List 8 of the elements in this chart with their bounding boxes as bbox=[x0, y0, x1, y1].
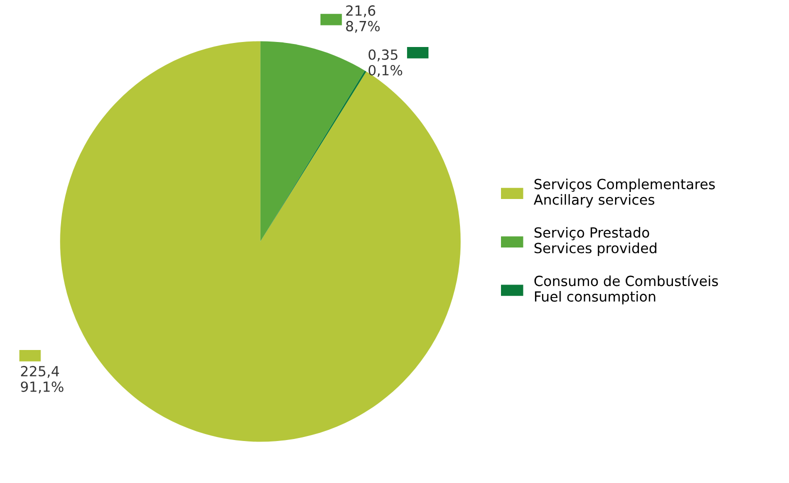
data-label: 225,4 91,1% bbox=[20, 366, 64, 394]
pie-slice bbox=[260, 70, 366, 242]
legend-label: Serviços Complementares Ancillary services bbox=[534, 178, 715, 208]
legend-label: Serviço Prestado Services provided bbox=[534, 227, 656, 256]
legend-label: Consumo de Combustíveis Fuel consumption bbox=[534, 274, 718, 304]
data-label: 21,6 8,7% bbox=[346, 5, 380, 33]
pie-slice bbox=[260, 41, 365, 242]
data-label: 0,35 0,1% bbox=[368, 49, 402, 77]
